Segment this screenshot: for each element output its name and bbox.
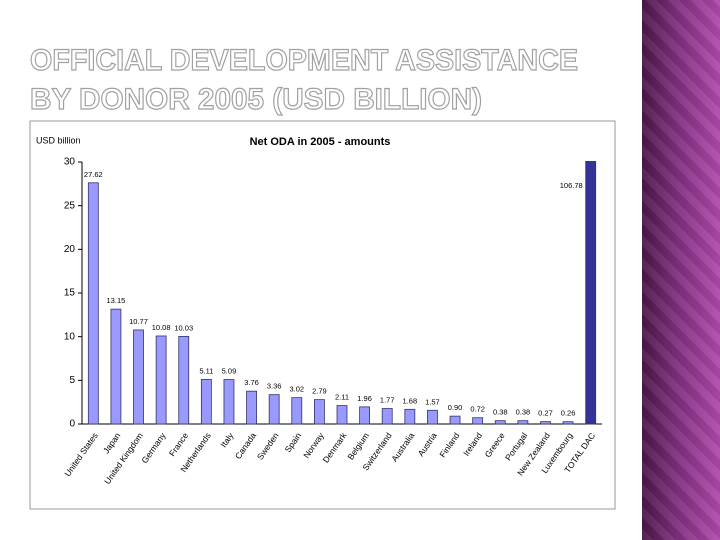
bar [87, 182, 99, 425]
data-label: 5.11 [199, 366, 213, 375]
slide-title: BY DONOR 2005 (USD BILLION) [30, 83, 482, 116]
data-label: 1.96 [357, 394, 372, 403]
bar [155, 335, 167, 425]
slide-title: OFFICIAL DEVELOPMENT ASSISTANCE [30, 44, 578, 77]
bar [562, 421, 574, 425]
chart-frame [29, 120, 616, 510]
y-tick-label: 20 [64, 244, 76, 255]
bar [336, 405, 348, 425]
bar [494, 420, 506, 425]
y-tick-label: 30 [64, 157, 76, 168]
bar [517, 420, 529, 425]
y-tick-label: 15 [64, 288, 76, 299]
data-label: 13.15 [107, 296, 126, 305]
data-label: 10.77 [129, 317, 148, 326]
data-label: 3.36 [267, 382, 282, 391]
y-tick-label: 25 [64, 200, 76, 211]
y-tick-label: 5 [69, 375, 75, 386]
data-label: 106.78 [560, 181, 583, 190]
bar [585, 161, 597, 425]
bar [223, 379, 235, 425]
bar [268, 394, 280, 425]
data-label: 10.08 [152, 323, 171, 332]
bar [449, 415, 461, 425]
data-label: 0.72 [470, 405, 485, 414]
data-label: 0.38 [516, 408, 531, 417]
bar [178, 336, 190, 425]
bar [246, 390, 257, 425]
data-label: 0.38 [493, 408, 508, 417]
data-label: 0.27 [538, 409, 553, 418]
data-label: 2.11 [335, 393, 349, 402]
bar [404, 408, 416, 425]
data-label: 1.57 [425, 397, 440, 406]
data-label: 0.90 [448, 403, 463, 412]
data-label: 1.77 [380, 396, 395, 405]
chart-title: Net ODA in 2005 - amounts [250, 136, 391, 148]
y-axis-label: USD billion [36, 135, 81, 145]
bar [381, 408, 393, 425]
bar [133, 329, 144, 425]
data-label: 1.68 [403, 396, 418, 405]
data-label: 2.79 [312, 387, 327, 396]
plot-area [87, 161, 597, 425]
data-label: 0.26 [561, 409, 576, 418]
y-tick-label: 0 [69, 419, 75, 430]
y-tick-label: 10 [64, 331, 76, 342]
data-label: 10.03 [174, 323, 193, 332]
decorative-strip [642, 0, 720, 540]
bar [200, 378, 212, 425]
bar [540, 421, 551, 425]
data-label: 3.76 [244, 378, 259, 387]
bar [110, 308, 122, 425]
bar [472, 417, 484, 425]
bar [359, 406, 371, 425]
data-label: 27.62 [84, 170, 103, 179]
bar [427, 409, 438, 425]
data-label: 3.02 [289, 385, 304, 394]
bar [313, 399, 325, 425]
bar [291, 397, 303, 425]
data-label: 5.09 [222, 367, 237, 376]
